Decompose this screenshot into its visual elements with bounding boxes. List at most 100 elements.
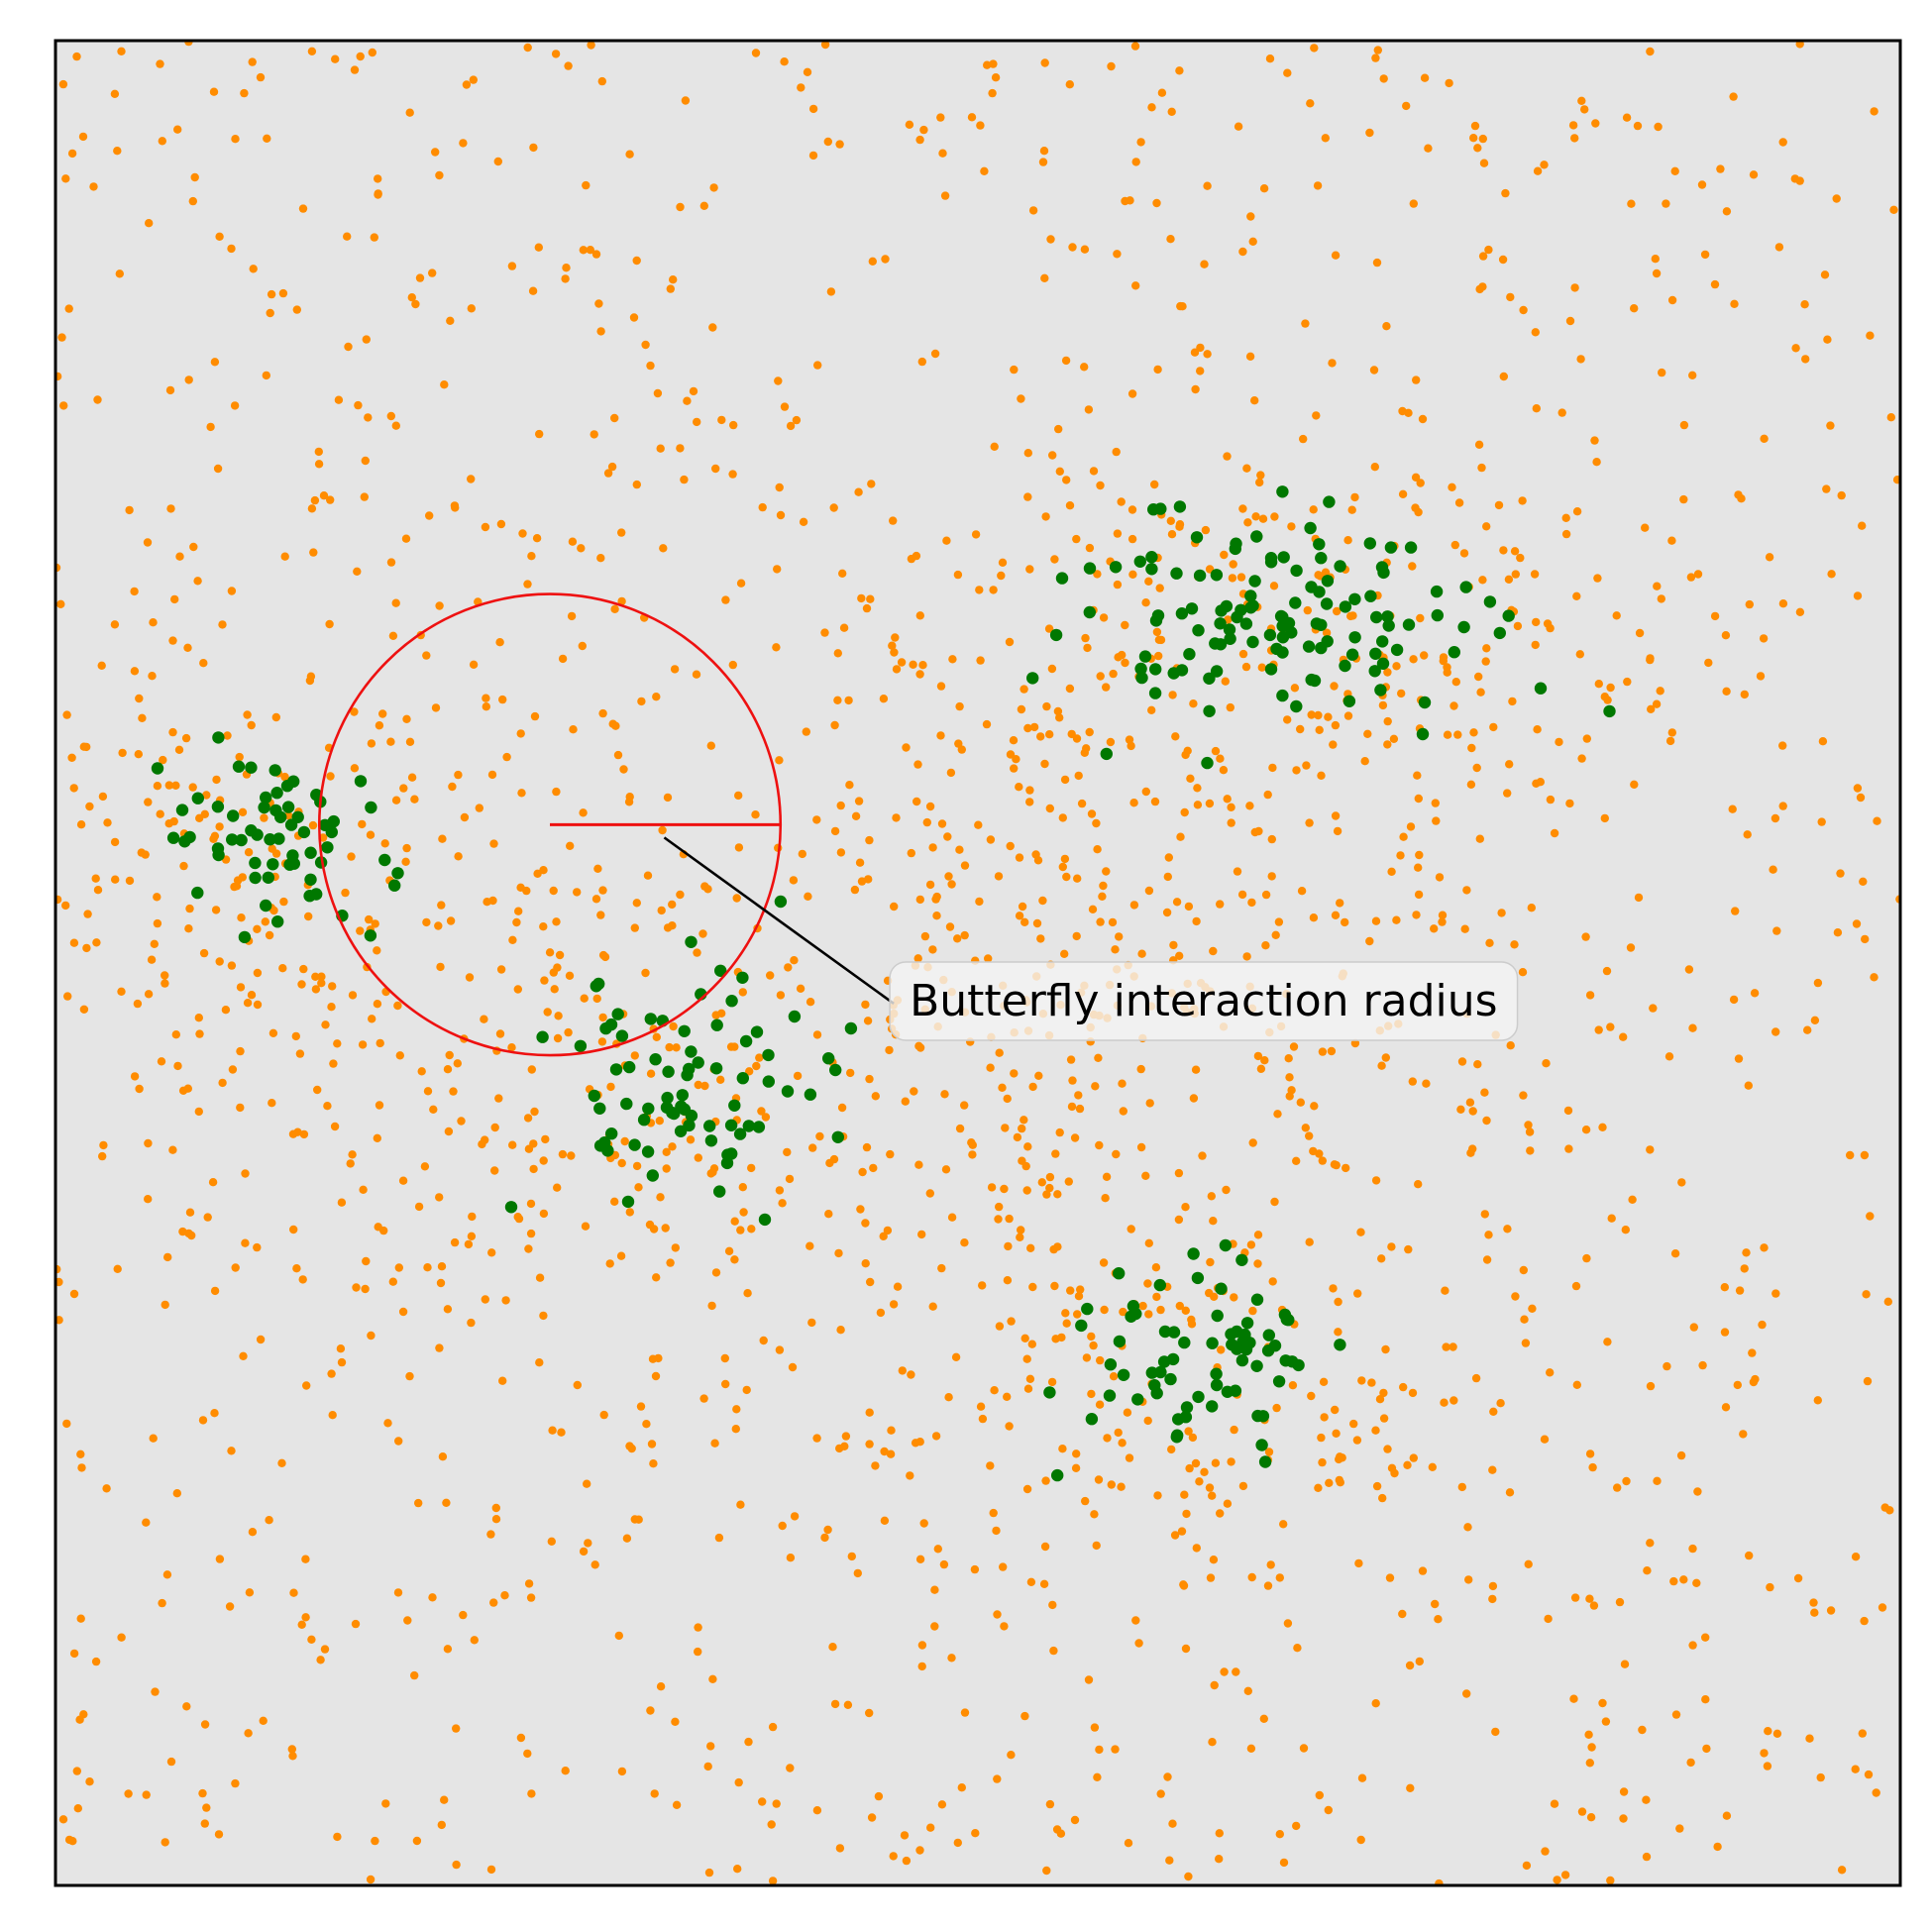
particle-point [646, 1069, 656, 1078]
particle-point [1046, 235, 1055, 244]
particle-point [776, 510, 786, 520]
particle-point [1127, 389, 1137, 398]
particle-point [348, 991, 358, 1000]
particle-point [1873, 816, 1881, 825]
particle-point [1232, 1667, 1240, 1676]
particle-point [489, 839, 498, 848]
butterfly-point [1215, 1282, 1228, 1295]
particle-point [1236, 573, 1246, 582]
annotation-layer: Butterfly interaction radius [663, 836, 1519, 1041]
particle-point [1470, 121, 1480, 131]
particle-point [142, 1518, 151, 1527]
particle-point [1860, 1616, 1869, 1626]
particle-point [1544, 1614, 1553, 1624]
particle-point [443, 1305, 453, 1314]
particle-point [629, 313, 639, 322]
particle-point [117, 1633, 126, 1642]
particle-point [1267, 834, 1277, 844]
particle-point [1061, 356, 1071, 366]
particle-point [268, 844, 276, 853]
particle-point [1722, 687, 1731, 696]
particle-point [671, 1717, 680, 1727]
particle-point [854, 797, 864, 805]
particle-point [428, 1593, 437, 1602]
particle-point [1107, 1480, 1117, 1489]
particle-point [356, 926, 365, 935]
butterfly-point [611, 1008, 624, 1020]
particle-point [1025, 565, 1034, 574]
particle-point [646, 1706, 655, 1715]
particle-point [468, 1212, 477, 1222]
particle-point [1656, 687, 1664, 696]
particle-point [395, 1051, 404, 1060]
particle-point [858, 1167, 867, 1177]
particle-point [672, 1043, 681, 1052]
particle-point [755, 1053, 764, 1062]
particle-point [666, 1258, 675, 1267]
particle-point [598, 708, 607, 718]
particle-point [1155, 584, 1164, 592]
particle-point [482, 702, 490, 711]
particle-point [1182, 1509, 1191, 1519]
particle-point [279, 897, 288, 907]
particle-point [1801, 355, 1810, 364]
particle-point [435, 1343, 444, 1352]
particle-point [425, 511, 434, 520]
particle-point [1379, 74, 1388, 83]
particle-point [1112, 1149, 1121, 1159]
particle-point [1083, 643, 1092, 653]
particle-point [1003, 1392, 1012, 1402]
particle-point [1555, 737, 1563, 747]
particle-point [93, 886, 103, 895]
particle-point [64, 304, 73, 313]
particle-point [431, 703, 441, 712]
particle-point [1649, 1004, 1658, 1013]
particle-point [1546, 1368, 1555, 1377]
butterfly-point [1051, 1468, 1064, 1482]
particle-point [1422, 1079, 1431, 1088]
particle-point [698, 929, 707, 938]
particle-point [1740, 1264, 1749, 1273]
particle-point [486, 1530, 495, 1539]
particle-point [434, 921, 443, 930]
particle-point [1103, 1434, 1112, 1443]
butterfly-point [685, 1045, 698, 1058]
particle-point [1720, 1283, 1730, 1292]
particle-point [1700, 250, 1710, 260]
particle-point [993, 1774, 1002, 1783]
particle-point [394, 1263, 403, 1272]
particle-point [110, 620, 120, 629]
particle-point [137, 848, 146, 857]
particle-point [1121, 620, 1129, 630]
particle-point [1243, 1686, 1253, 1696]
particle-point [1372, 258, 1382, 268]
particle-point [1480, 1210, 1490, 1219]
particle-point [1145, 1099, 1154, 1108]
butterfly-point [1339, 659, 1351, 673]
butterfly-point [736, 1072, 749, 1085]
particle-point [1119, 1307, 1127, 1317]
particle-point [1334, 1297, 1342, 1307]
particle-point [1851, 1765, 1860, 1773]
particle-point [301, 1555, 310, 1563]
particle-point [995, 1322, 1005, 1331]
particle-point [1238, 1481, 1248, 1491]
particle-point [551, 50, 561, 58]
particle-point [1003, 1276, 1013, 1285]
butterfly-point [1171, 1429, 1184, 1442]
particle-point [388, 631, 398, 640]
particle-point [135, 1084, 144, 1094]
particle-point [1090, 1510, 1099, 1519]
particle-point [812, 1434, 821, 1443]
particle-point [578, 641, 587, 651]
particle-point [262, 371, 270, 380]
particle-point [987, 1183, 997, 1192]
particle-point [1387, 1242, 1396, 1251]
butterfly-point [1125, 1310, 1137, 1324]
particle-point [1859, 877, 1868, 886]
particle-point [280, 772, 289, 782]
butterfly-point [781, 1085, 795, 1098]
particle-point [1572, 591, 1581, 600]
butterfly-point [1214, 638, 1228, 651]
particle-point [955, 701, 964, 711]
